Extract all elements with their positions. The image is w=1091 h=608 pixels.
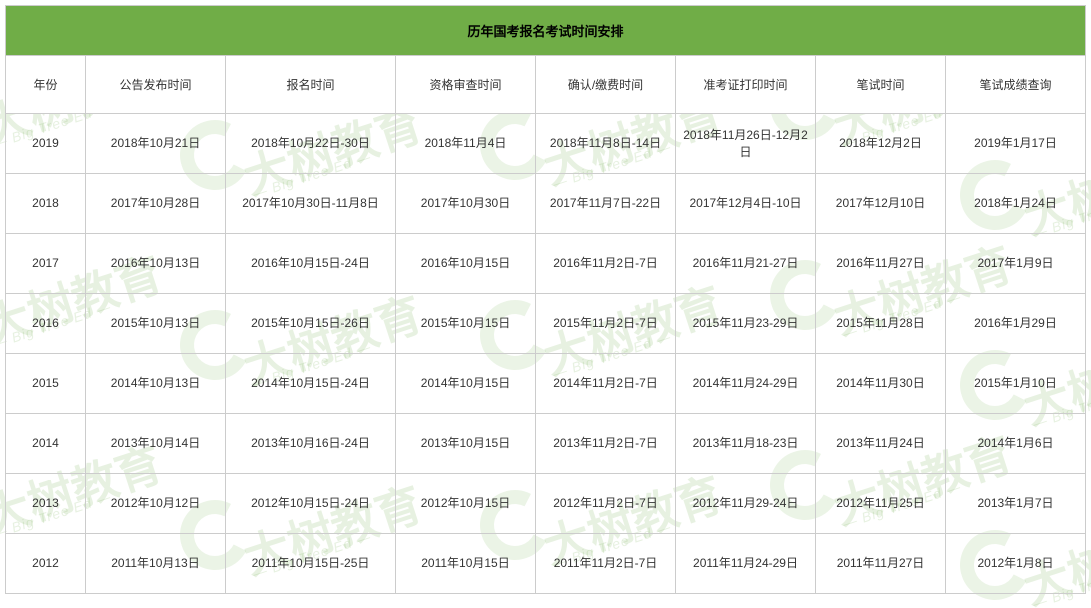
cell-4-4: 2014年11月2日-7日 bbox=[536, 354, 676, 414]
cell-7-0: 2012 bbox=[6, 534, 86, 594]
table-row: 20132012年10月12日2012年10月15日-24日2012年10月15… bbox=[6, 474, 1086, 534]
col-head-3: 资格审查时间 bbox=[396, 56, 536, 114]
table-row: 20172016年10月13日2016年10月15日-24日2016年10月15… bbox=[6, 234, 1086, 294]
cell-1-3: 2017年10月30日 bbox=[396, 174, 536, 234]
col-head-2: 报名时间 bbox=[226, 56, 396, 114]
cell-1-2: 2017年10月30日-11月8日 bbox=[226, 174, 396, 234]
cell-0-4: 2018年11月8日-14日 bbox=[536, 114, 676, 174]
cell-3-3: 2015年10月15日 bbox=[396, 294, 536, 354]
col-head-6: 笔试时间 bbox=[816, 56, 946, 114]
cell-5-3: 2013年10月15日 bbox=[396, 414, 536, 474]
cell-1-0: 2018 bbox=[6, 174, 86, 234]
cell-2-2: 2016年10月15日-24日 bbox=[226, 234, 396, 294]
cell-0-5: 2018年11月26日-12月2日 bbox=[676, 114, 816, 174]
cell-5-1: 2013年10月14日 bbox=[86, 414, 226, 474]
cell-2-3: 2016年10月15日 bbox=[396, 234, 536, 294]
cell-7-5: 2011年11月24-29日 bbox=[676, 534, 816, 594]
cell-3-5: 2015年11月23-29日 bbox=[676, 294, 816, 354]
cell-3-6: 2015年11月28日 bbox=[816, 294, 946, 354]
cell-6-3: 2012年10月15日 bbox=[396, 474, 536, 534]
table-row: 20142013年10月14日2013年10月16日-24日2013年10月15… bbox=[6, 414, 1086, 474]
schedule-table: 历年国考报名考试时间安排 年份公告发布时间报名时间资格审查时间确认/缴费时间准考… bbox=[5, 5, 1086, 594]
table-row: 20122011年10月13日2011年10月15日-25日2011年10月15… bbox=[6, 534, 1086, 594]
cell-0-0: 2019 bbox=[6, 114, 86, 174]
cell-7-6: 2011年11月27日 bbox=[816, 534, 946, 594]
cell-0-1: 2018年10月21日 bbox=[86, 114, 226, 174]
cell-6-7: 2013年1月7日 bbox=[946, 474, 1086, 534]
cell-1-1: 2017年10月28日 bbox=[86, 174, 226, 234]
table-head-row: 年份公告发布时间报名时间资格审查时间确认/缴费时间准考证打印时间笔试时间笔试成绩… bbox=[6, 56, 1086, 114]
cell-2-4: 2016年11月2日-7日 bbox=[536, 234, 676, 294]
cell-6-6: 2012年11月25日 bbox=[816, 474, 946, 534]
cell-2-7: 2017年1月9日 bbox=[946, 234, 1086, 294]
cell-6-1: 2012年10月12日 bbox=[86, 474, 226, 534]
table-row: 20162015年10月13日2015年10月15日-26日2015年10月15… bbox=[6, 294, 1086, 354]
cell-2-6: 2016年11月27日 bbox=[816, 234, 946, 294]
cell-7-1: 2011年10月13日 bbox=[86, 534, 226, 594]
cell-6-2: 2012年10月15日-24日 bbox=[226, 474, 396, 534]
col-head-5: 准考证打印时间 bbox=[676, 56, 816, 114]
cell-4-0: 2015 bbox=[6, 354, 86, 414]
cell-2-1: 2016年10月13日 bbox=[86, 234, 226, 294]
cell-0-2: 2018年10月22日-30日 bbox=[226, 114, 396, 174]
cell-5-6: 2013年11月24日 bbox=[816, 414, 946, 474]
cell-3-0: 2016 bbox=[6, 294, 86, 354]
cell-6-0: 2013 bbox=[6, 474, 86, 534]
cell-1-4: 2017年11月7日-22日 bbox=[536, 174, 676, 234]
col-head-4: 确认/缴费时间 bbox=[536, 56, 676, 114]
cell-4-2: 2014年10月15日-24日 bbox=[226, 354, 396, 414]
col-head-1: 公告发布时间 bbox=[86, 56, 226, 114]
cell-4-6: 2014年11月30日 bbox=[816, 354, 946, 414]
cell-0-3: 2018年11月4日 bbox=[396, 114, 536, 174]
cell-4-5: 2014年11月24-29日 bbox=[676, 354, 816, 414]
cell-5-7: 2014年1月6日 bbox=[946, 414, 1086, 474]
table-title: 历年国考报名考试时间安排 bbox=[6, 6, 1086, 56]
cell-7-7: 2012年1月8日 bbox=[946, 534, 1086, 594]
cell-3-7: 2016年1月29日 bbox=[946, 294, 1086, 354]
cell-1-5: 2017年12月4日-10日 bbox=[676, 174, 816, 234]
cell-5-0: 2014 bbox=[6, 414, 86, 474]
col-head-7: 笔试成绩查询 bbox=[946, 56, 1086, 114]
cell-2-5: 2016年11月21-27日 bbox=[676, 234, 816, 294]
cell-6-4: 2012年11月2日-7日 bbox=[536, 474, 676, 534]
cell-4-1: 2014年10月13日 bbox=[86, 354, 226, 414]
cell-0-7: 2019年1月17日 bbox=[946, 114, 1086, 174]
cell-5-2: 2013年10月16日-24日 bbox=[226, 414, 396, 474]
cell-1-6: 2017年12月10日 bbox=[816, 174, 946, 234]
cell-7-4: 2011年11月2日-7日 bbox=[536, 534, 676, 594]
cell-2-0: 2017 bbox=[6, 234, 86, 294]
table-row: 20152014年10月13日2014年10月15日-24日2014年10月15… bbox=[6, 354, 1086, 414]
cell-3-2: 2015年10月15日-26日 bbox=[226, 294, 396, 354]
cell-4-3: 2014年10月15日 bbox=[396, 354, 536, 414]
cell-0-6: 2018年12月2日 bbox=[816, 114, 946, 174]
col-head-0: 年份 bbox=[6, 56, 86, 114]
cell-7-2: 2011年10月15日-25日 bbox=[226, 534, 396, 594]
cell-1-7: 2018年1月24日 bbox=[946, 174, 1086, 234]
table-row: 20182017年10月28日2017年10月30日-11月8日2017年10月… bbox=[6, 174, 1086, 234]
cell-4-7: 2015年1月10日 bbox=[946, 354, 1086, 414]
cell-5-5: 2013年11月18-23日 bbox=[676, 414, 816, 474]
cell-6-5: 2012年11月29-24日 bbox=[676, 474, 816, 534]
cell-7-3: 2011年10月15日 bbox=[396, 534, 536, 594]
cell-3-4: 2015年11月2日-7日 bbox=[536, 294, 676, 354]
cell-3-1: 2015年10月13日 bbox=[86, 294, 226, 354]
table-body: 20192018年10月21日2018年10月22日-30日2018年11月4日… bbox=[6, 114, 1086, 594]
table-row: 20192018年10月21日2018年10月22日-30日2018年11月4日… bbox=[6, 114, 1086, 174]
cell-5-4: 2013年11月2日-7日 bbox=[536, 414, 676, 474]
